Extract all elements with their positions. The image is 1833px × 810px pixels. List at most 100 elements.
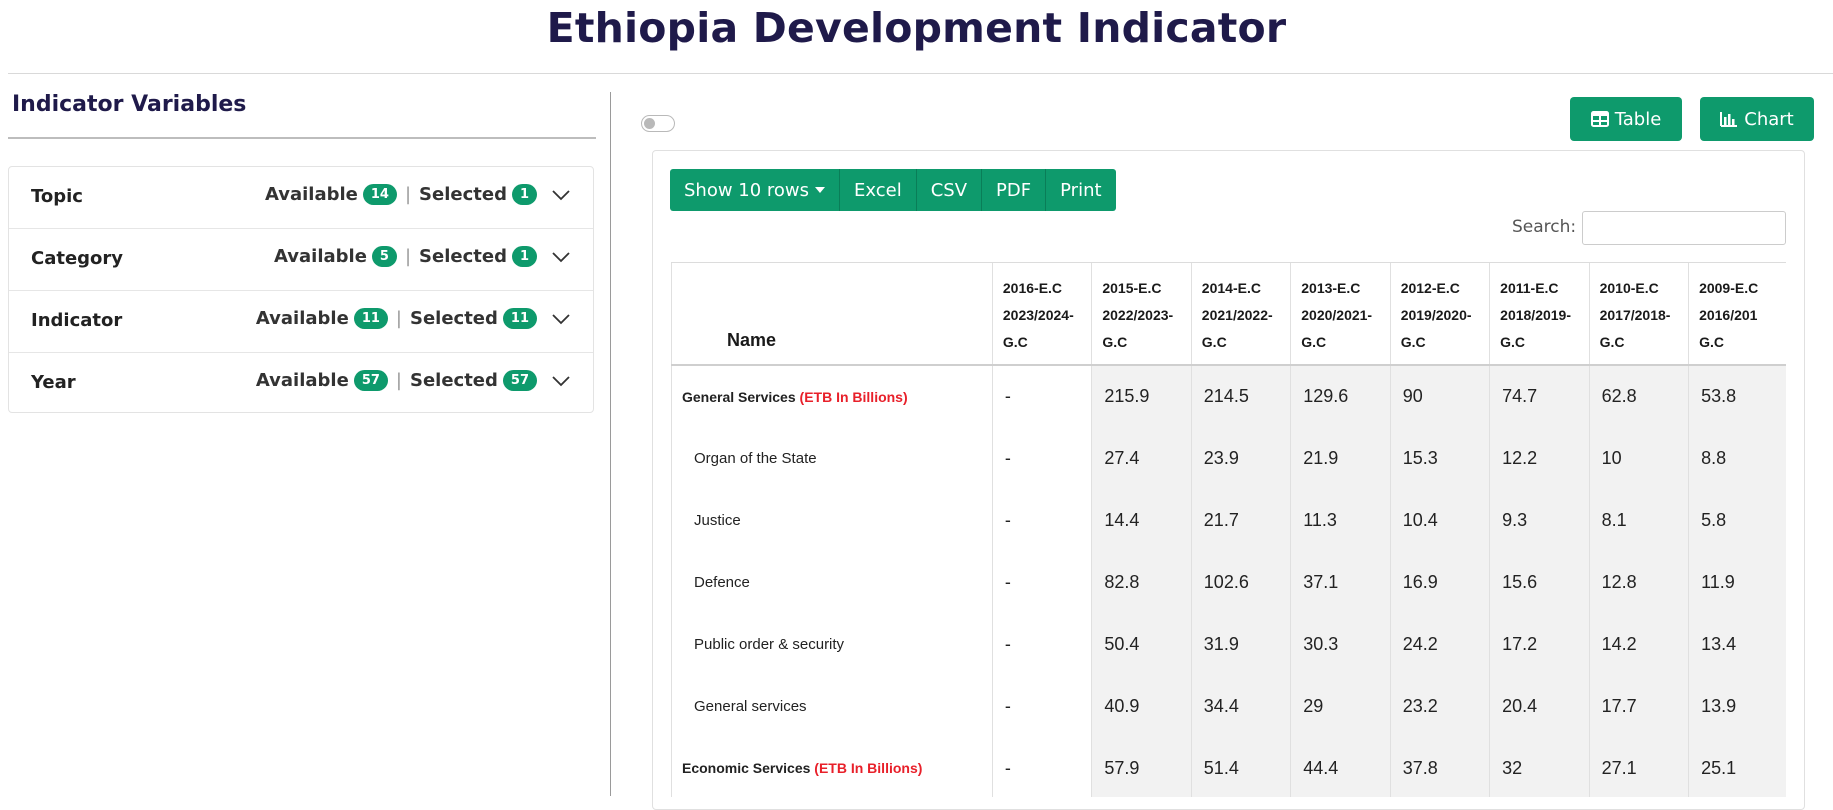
row-name: Public order & security [694,635,845,653]
table-row: Economic Services (ETB In Billions) -57.9… [671,737,1786,797]
header-line-tail: G.C [1500,334,1526,350]
filter-row-indicator[interactable]: Indicator Available 11 | Selected 11 [9,291,593,353]
value-cell: 14.4 [1091,489,1192,551]
chevron-down-icon[interactable] [551,250,571,264]
value-cell: 74.7 [1489,365,1590,427]
excel-export-button[interactable]: Excel [840,169,917,211]
chart-view-label: Chart [1744,108,1794,130]
selected-label: Selected [419,246,507,267]
caret-down-icon [815,187,826,193]
view-toggle-switch[interactable] [641,115,675,132]
header-line-ec: 2013-E.C [1301,280,1361,296]
sidebar-heading-divider [8,137,596,139]
value-cell: 40.9 [1091,675,1192,737]
chart-view-button[interactable]: Chart [1700,97,1814,141]
search-input[interactable] [1582,211,1786,245]
year-column-header[interactable]: 2010-E.C 2017/2018- G.C [1588,263,1689,366]
separator: | [395,308,402,329]
value-cell: - [991,489,1092,551]
value-cell: 32 [1489,737,1590,797]
available-label: Available [255,308,349,329]
value-cell: 8.1 [1588,489,1689,551]
table-row: Organ of the State -27.4 23.9 21.9 15.3 12.2 1… [671,427,1786,489]
csv-export-button[interactable]: CSV [917,169,983,211]
page-title: Ethiopia Development Indicator [546,4,1287,52]
selected-label: Selected [409,370,498,391]
filter-row-year[interactable]: Year Available 57 | Selected 57 [9,353,593,414]
value-cell: 25.1 [1688,737,1786,797]
value-cell: 44.4 [1290,737,1391,797]
value-cell: - [991,551,1092,613]
header-line-ec: 2015-E.C [1102,280,1162,296]
year-column-header[interactable]: 2014-E.C 2021/2022- G.C [1190,263,1291,366]
header-line-tail: G.C [1699,334,1724,350]
year-column-header[interactable]: 2011-E.C 2018/2019- G.C [1489,263,1590,366]
header-line-ec: 2012-E.C [1400,280,1460,296]
toggle-knob [644,118,655,129]
value-cell: 31.9 [1190,613,1291,675]
row-name-cell: Justice [671,489,993,551]
row-name: Defence [694,573,750,591]
table-header-row: Name 2016-E.C 2023/2024- G.C 2015-E.C 2022/20… [671,263,1786,366]
filter-label: Year [31,372,76,393]
search-label: Search: [1512,217,1577,237]
filter-row-topic[interactable]: Topic Available 14 | Selected 1 [9,167,593,229]
filter-label: Topic [31,186,83,207]
row-name-cell: Organ of the State [671,427,993,489]
value-cell: 15.3 [1389,427,1490,489]
sidebar-heading: Indicator Variables [12,92,247,117]
filter-row-category[interactable]: Category Available 5 | Selected 1 [9,229,593,291]
available-label: Available [255,370,349,391]
value-cell: 129.6 [1290,365,1391,427]
name-column-header[interactable]: Name [671,263,993,366]
value-cell: 27.4 [1091,427,1192,489]
filter-stats: Available 5 | Selected 1 [274,246,571,267]
panel-divider [610,92,611,796]
chevron-down-icon[interactable] [551,188,571,202]
selected-count-badge: 1 [511,246,537,267]
unit-label: (ETB In Billions) [799,388,908,405]
value-cell: 12.2 [1489,427,1590,489]
table-row: General Services (ETB In Billions) -215.9… [671,365,1786,427]
value-cell: 21.9 [1290,427,1391,489]
table-view-button[interactable]: Table [1570,97,1682,141]
year-column-header[interactable]: 2016-E.C 2023/2024- G.C [991,263,1092,366]
header-line-tail: G.C [1002,334,1028,350]
year-column-header[interactable]: 2013-E.C 2020/2021- G.C [1290,263,1391,366]
value-cell: 34.4 [1190,675,1291,737]
header-line-gc: 2020/2021- [1301,307,1373,323]
row-name-cell: General Services (ETB In Billions) [671,365,993,427]
table-view-label: Table [1614,108,1662,130]
value-cell: 57.9 [1091,737,1192,797]
table-row: Justice -14.4 21.7 11.3 10.4 9.3 8.1 5.8 [671,489,1786,551]
value-cell: 5.8 [1688,489,1786,551]
year-column-header[interactable]: 2009-E.C 2016/201 G.C [1688,263,1786,366]
value-cell: - [991,675,1092,737]
header-line-tail: G.C [1400,334,1426,350]
row-name-cell: General services [671,675,993,737]
filter-label: Category [31,248,124,269]
header-line-gc: 2019/2020- [1400,307,1472,323]
value-cell: 12.8 [1588,551,1689,613]
selected-label: Selected [409,308,498,329]
show-rows-dropdown[interactable]: Show 10 rows [670,169,841,211]
row-name: Organ of the State [694,449,817,467]
year-column-header[interactable]: 2015-E.C 2022/2023- G.C [1091,263,1192,366]
table-toolbar: Show 10 rows Excel CSV PDF Print [670,169,1116,211]
available-count-badge: 5 [371,246,397,267]
value-cell: 13.9 [1688,675,1786,737]
filter-label: Indicator [31,310,123,331]
row-name: Justice [694,511,741,529]
title-divider [8,73,1833,74]
print-button[interactable]: Print [1060,179,1102,201]
value-cell: 62.8 [1588,365,1689,427]
chevron-down-icon[interactable] [551,312,571,326]
row-name: Economic Services [682,760,811,776]
header-line-ec: 2014-E.C [1201,280,1261,296]
unit-label: (ETB In Billions) [814,760,923,776]
year-column-header[interactable]: 2012-E.C 2019/2020- G.C [1389,263,1490,366]
chevron-down-icon[interactable] [551,374,571,388]
row-name-cell: Public order & security [671,613,993,675]
pdf-export-button[interactable]: PDF [982,169,1047,211]
separator: | [404,246,412,267]
